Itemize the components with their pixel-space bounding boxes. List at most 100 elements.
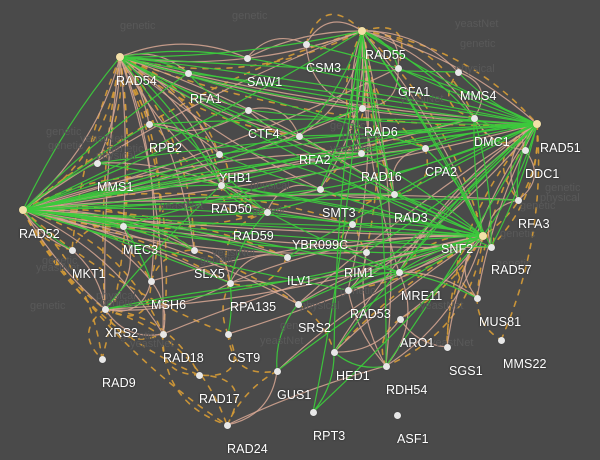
graph-node[interactable] [394, 64, 402, 72]
graph-node[interactable] [19, 206, 27, 214]
graph-node[interactable] [396, 315, 404, 323]
graph-node[interactable] [93, 159, 101, 167]
graph-node[interactable] [393, 411, 401, 419]
edge-physical [361, 30, 399, 69]
graph-node[interactable] [190, 246, 198, 254]
edge-physical [220, 184, 400, 273]
graph-node[interactable] [302, 40, 310, 48]
graph-node[interactable] [68, 246, 76, 254]
edge-physical [246, 57, 538, 125]
edge-yeastnet [71, 249, 106, 310]
edge-genetic [22, 209, 228, 426]
graph-node[interactable] [224, 330, 232, 338]
edge-genetic [381, 318, 401, 367]
edge-genetic [490, 123, 539, 248]
edge-physical [361, 30, 387, 367]
graph-node[interactable] [159, 330, 167, 338]
graph-node[interactable] [533, 120, 541, 128]
graph-node[interactable] [316, 185, 324, 193]
graph-node[interactable] [473, 294, 481, 302]
edge-physical [361, 30, 475, 119]
edge-physical [148, 123, 484, 237]
edge-physical [119, 56, 222, 186]
graph-node[interactable] [223, 421, 231, 429]
graph-node[interactable] [357, 149, 365, 157]
graph-node[interactable] [263, 208, 271, 216]
edge-physical [119, 56, 484, 237]
graph-node[interactable] [215, 150, 223, 158]
graph-node[interactable] [479, 232, 487, 240]
graph-node[interactable] [330, 348, 338, 356]
edge-genetic [104, 308, 164, 340]
edge-physical [119, 56, 492, 248]
graph-node[interactable] [514, 196, 522, 204]
graph-node[interactable] [421, 144, 429, 152]
graph-node[interactable] [344, 286, 352, 294]
graph-node[interactable] [487, 243, 495, 251]
graph-node[interactable] [98, 355, 106, 363]
edge-yeastnet [220, 184, 321, 197]
edge-yeastnet [305, 43, 363, 109]
edge-yeastnet [226, 370, 278, 426]
edge-genetic [500, 123, 540, 341]
graph-node[interactable] [358, 104, 366, 112]
graph-node[interactable] [116, 53, 124, 61]
edge-physical [312, 351, 335, 413]
edge-genetic [361, 30, 395, 195]
graph-node[interactable] [283, 253, 291, 261]
graph-node[interactable] [101, 305, 109, 313]
edge-physical [347, 123, 538, 291]
edge-genetic [222, 282, 231, 335]
edge-yeastnet [22, 209, 164, 335]
graph-node[interactable] [348, 220, 356, 228]
edge-physical [319, 30, 363, 190]
graph-node[interactable] [147, 277, 155, 285]
graph-node[interactable] [382, 362, 390, 370]
edge-physical [104, 271, 400, 310]
edge-physical [490, 123, 538, 248]
edge-yeastnet [119, 56, 126, 227]
edge-yeastnet [487, 199, 519, 248]
edge-yeastnet [96, 56, 121, 164]
graph-node[interactable] [184, 69, 192, 77]
graph-node[interactable] [454, 68, 462, 76]
graph-node[interactable] [195, 371, 203, 379]
edge-physical [297, 235, 484, 305]
edge-physical [22, 209, 484, 237]
edge-physical [365, 123, 538, 253]
graph-node[interactable] [395, 268, 403, 276]
graph-node[interactable] [358, 27, 366, 35]
graph-node[interactable] [390, 190, 398, 198]
edge-genetic [198, 374, 237, 426]
graph-node[interactable] [145, 120, 153, 128]
edge-physical [347, 271, 400, 291]
graph-node[interactable] [309, 408, 317, 416]
graph-node[interactable] [273, 367, 281, 375]
edge-physical [473, 117, 492, 248]
graph-node[interactable] [295, 132, 303, 140]
graph-node[interactable] [470, 114, 478, 122]
edge-yeastnet [246, 30, 363, 59]
graph-node[interactable] [497, 336, 505, 344]
graph-node[interactable] [243, 54, 251, 62]
edge-genetic [71, 56, 121, 251]
edge-yeastnet [104, 56, 121, 310]
edge-physical [360, 152, 484, 237]
edge-physical [220, 184, 268, 213]
graph-node[interactable] [226, 279, 234, 287]
edge-physical [22, 152, 362, 211]
graph-node[interactable] [294, 300, 302, 308]
graph-node[interactable] [521, 146, 529, 154]
graph-node[interactable] [217, 181, 225, 189]
edge-physical [333, 30, 363, 353]
edge-physical [22, 147, 426, 211]
edge-genetic [87, 308, 106, 360]
graph-node[interactable] [443, 343, 451, 351]
graph-node[interactable] [244, 106, 252, 114]
graph-node[interactable] [362, 248, 370, 256]
edge-yeastnet [22, 56, 121, 211]
edge-genetic [476, 297, 502, 341]
edge-yeastnet [226, 365, 387, 426]
graph-node[interactable] [119, 222, 127, 230]
